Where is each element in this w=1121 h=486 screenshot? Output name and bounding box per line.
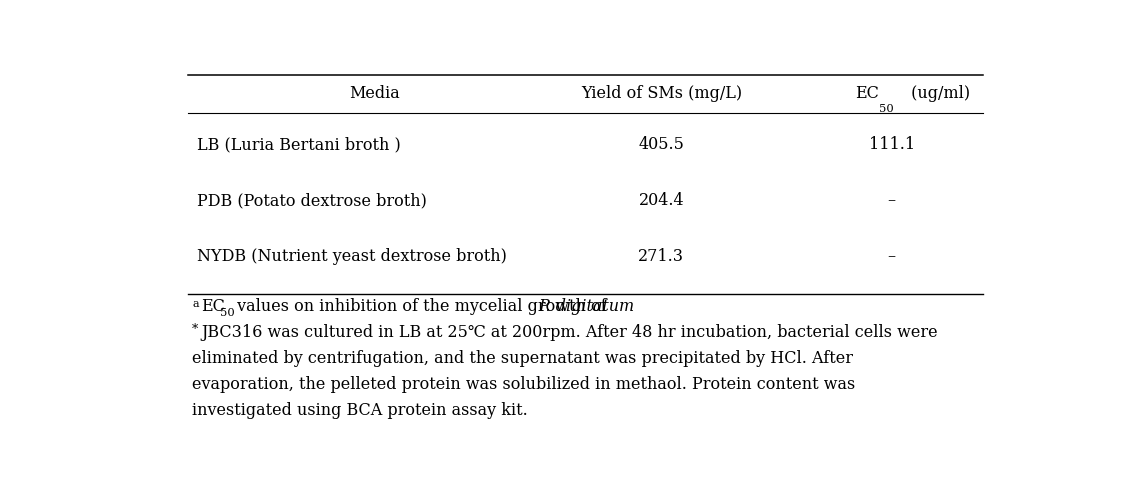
Text: –: – bbox=[888, 192, 896, 209]
Text: JBC316 was cultured in LB at 25℃ at 200rpm. After 48 hr incubation, bacterial ce: JBC316 was cultured in LB at 25℃ at 200r… bbox=[201, 324, 937, 341]
Text: 111.1: 111.1 bbox=[869, 136, 915, 153]
Text: NYDB (Nutrient yeast dextrose broth): NYDB (Nutrient yeast dextrose broth) bbox=[196, 248, 507, 265]
Text: 271.3: 271.3 bbox=[638, 248, 685, 265]
Text: Yield of SMs (mg/L): Yield of SMs (mg/L) bbox=[581, 86, 742, 103]
Text: investigated using BCA protein assay kit.: investigated using BCA protein assay kit… bbox=[193, 402, 528, 419]
Text: *: * bbox=[193, 323, 198, 336]
Text: P. digitatum: P. digitatum bbox=[538, 297, 634, 314]
Text: EC: EC bbox=[854, 86, 879, 103]
Text: evaporation, the pelleted protein was solubilized in methaol. Protein content wa: evaporation, the pelleted protein was so… bbox=[193, 376, 855, 393]
Text: EC: EC bbox=[201, 297, 225, 314]
Text: 50: 50 bbox=[879, 104, 893, 114]
Text: values on inhibition of the mycelial growth of: values on inhibition of the mycelial gro… bbox=[232, 297, 612, 314]
Text: 405.5: 405.5 bbox=[639, 136, 684, 153]
Text: eliminated by centrifugation, and the supernatant was precipitated by HCl. After: eliminated by centrifugation, and the su… bbox=[193, 350, 853, 367]
Text: –: – bbox=[888, 248, 896, 265]
Text: Media: Media bbox=[350, 86, 400, 103]
Text: PDB (Potato dextrose broth): PDB (Potato dextrose broth) bbox=[196, 192, 426, 209]
Text: (ug/ml): (ug/ml) bbox=[907, 86, 971, 103]
Text: LB (Luria Bertani broth ): LB (Luria Bertani broth ) bbox=[196, 136, 400, 153]
Text: 204.4: 204.4 bbox=[639, 192, 684, 209]
Text: a: a bbox=[193, 299, 198, 309]
Text: 50: 50 bbox=[220, 309, 234, 318]
